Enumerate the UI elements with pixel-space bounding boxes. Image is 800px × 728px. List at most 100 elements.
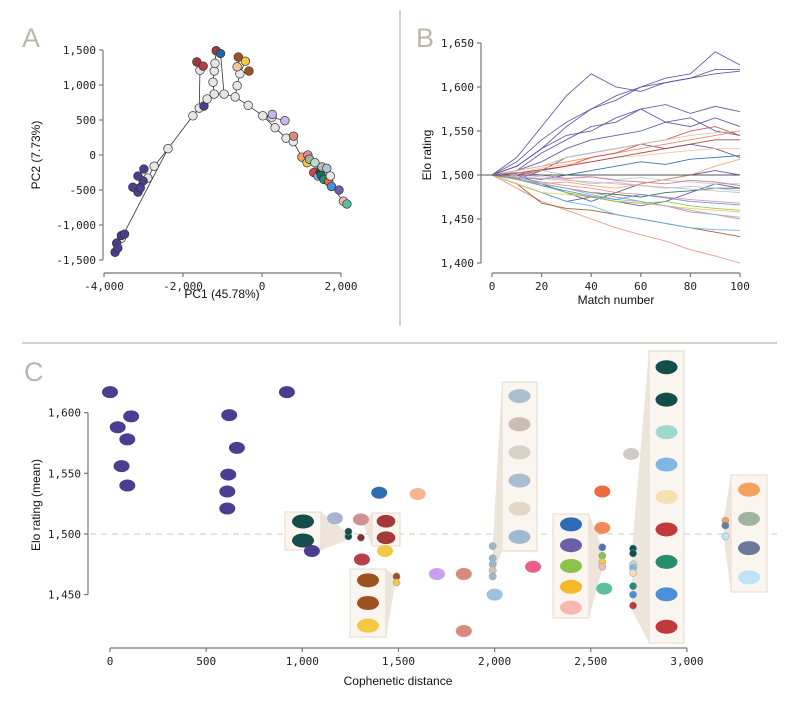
panel-b-letter: B (416, 23, 434, 53)
panel-c-y-tick-label: 1,550 (48, 467, 81, 480)
paramecium-icon (560, 538, 582, 553)
elo-series-line (491, 117, 741, 176)
pca-point (163, 144, 173, 154)
elo-series-line (491, 68, 740, 176)
blue-flagellate-icon (738, 570, 760, 585)
pca-point (310, 158, 320, 168)
crescent-icon (560, 517, 582, 532)
pca-point (188, 111, 198, 121)
pca-point (209, 89, 219, 99)
pca-point (232, 62, 242, 72)
taxon-dot (357, 533, 365, 542)
flagellate-icon (525, 560, 542, 573)
panel-a-pca-plot: PC1 (45.78%) PC2 (7.73%) -4,000 -2,000 0 2,… (29, 44, 358, 301)
lemur-icon (113, 460, 130, 473)
panel-c-y-tick-label: 1,500 (48, 528, 81, 541)
panel-c-letter: C (24, 357, 44, 387)
elo-series-line (491, 170, 740, 185)
panel-c-x-axis-title: Cophenetic distance (344, 674, 453, 688)
elo-series-line (491, 155, 741, 180)
pca-point (326, 181, 337, 192)
red-ciliate-icon (655, 619, 678, 634)
cell-icon (455, 625, 472, 638)
panel-a-y-tick-label: 1,500 (63, 44, 96, 57)
taxon-dot (629, 549, 637, 558)
pca-point (219, 89, 229, 99)
pca-point (342, 199, 352, 209)
pca-point (139, 164, 149, 174)
pca-point (325, 171, 335, 181)
taxon-dot (629, 582, 637, 591)
orange-cell-icon (738, 482, 760, 497)
plasmodium-icon (655, 522, 678, 537)
panel-b-y-tick-label: 1,500 (441, 169, 474, 182)
taxon-dot (629, 601, 637, 610)
panel-c-x-tick-label: 2,000 (478, 655, 511, 668)
pca-point (210, 58, 220, 68)
elo-series-line (491, 51, 741, 176)
taxon-dot (629, 590, 637, 599)
panel-c-x-tick-label: 2,500 (574, 655, 607, 668)
spore-icon (655, 490, 678, 504)
panel-a-y-axis-title: PC2 (7.73%) (29, 121, 43, 190)
alga-cluster-icon (738, 511, 760, 526)
panel-a-y-tick-label: -1,500 (56, 254, 96, 267)
trypanosome-icon (655, 425, 678, 440)
coral-icon (486, 588, 503, 601)
ape-icon (102, 386, 118, 399)
panel-b-x-tick-label: 100 (730, 280, 750, 293)
shell-icon (352, 513, 369, 526)
bacterium-icon (371, 486, 388, 499)
elo-series-line (491, 171, 741, 187)
elo-series-line (491, 130, 741, 176)
gray-flagellate-icon (738, 541, 760, 556)
diatom-icon (594, 485, 611, 498)
panel-a-y-tick-label: -1,000 (56, 219, 96, 232)
worm-icon (303, 544, 320, 557)
elo-series-line (491, 174, 741, 204)
pca-point (209, 66, 219, 76)
pca-point (198, 61, 208, 71)
panel-a-y-tick-label: 500 (76, 114, 96, 127)
taxon-dot (598, 543, 607, 552)
elo-series-line (491, 104, 741, 176)
worm-icon (376, 544, 393, 557)
panel-a-x-tick-label: 2,000 (324, 280, 357, 293)
pca-point (202, 94, 212, 104)
panel-b-x-tick-label: 80 (684, 280, 697, 293)
inset-wedge (589, 514, 603, 618)
pca-point (280, 116, 290, 126)
volvox-icon (560, 579, 582, 594)
panel-b-x-tick-label: 20 (535, 280, 548, 293)
pca-point (258, 111, 268, 121)
elo-series-line (492, 126, 741, 176)
panel-c-x-tick-label: 1,000 (286, 655, 319, 668)
cell-icon (455, 568, 472, 581)
droplet-icon (560, 600, 582, 615)
panel-c-y-tick-label: 1,600 (48, 407, 81, 420)
pca-point (270, 123, 280, 133)
amoeba-icon (428, 568, 445, 581)
pca-point (113, 243, 123, 253)
panel-c-x-tick-label: 3,000 (670, 655, 703, 668)
panel-b-x-tick-label: 0 (489, 280, 496, 293)
pca-point (230, 92, 240, 102)
seaweed-icon (596, 582, 613, 595)
lizard-icon (220, 468, 237, 481)
fungus-icon (508, 529, 531, 544)
blue-cell-icon (655, 587, 678, 602)
chlorella-icon (655, 392, 678, 407)
panel-b-x-tick-label: 40 (585, 280, 598, 293)
earthworm-icon (357, 596, 379, 610)
panel-a-y-tick-label: 0 (89, 149, 96, 162)
fly-icon (292, 533, 314, 548)
elo-series-line (491, 158, 741, 189)
inset-wedge (321, 512, 347, 550)
nematode-icon (357, 618, 379, 633)
panel-b-y-axis-title: Elo rating (420, 130, 434, 181)
pca-point (240, 56, 251, 66)
frog-icon (221, 409, 238, 422)
green-flagellate-icon (655, 554, 678, 569)
tunicate-icon (326, 512, 343, 525)
mold-icon (508, 445, 531, 460)
